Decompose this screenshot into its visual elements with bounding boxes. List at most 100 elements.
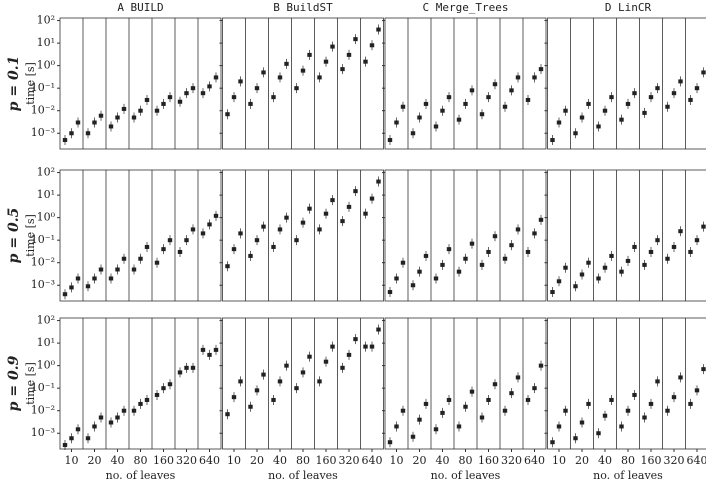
box (694, 86, 700, 91)
box (307, 354, 312, 359)
box (678, 229, 683, 234)
box (596, 431, 601, 436)
box (586, 101, 591, 106)
box (688, 249, 693, 254)
box (433, 276, 439, 281)
box (410, 131, 416, 136)
box (115, 267, 120, 272)
box (346, 52, 352, 57)
box (579, 272, 585, 277)
box (446, 247, 452, 252)
box (463, 256, 468, 261)
box (69, 436, 74, 441)
box (75, 120, 81, 125)
box (138, 108, 143, 113)
box (678, 79, 683, 84)
x-tick-label: 320 (176, 454, 197, 467)
box (323, 359, 329, 364)
box (340, 67, 345, 72)
box (417, 115, 422, 120)
box (184, 365, 189, 370)
box (387, 440, 393, 445)
panel-frame (222, 317, 384, 450)
box (515, 227, 521, 232)
x-axis-label: no. of leaves (593, 469, 663, 482)
box (161, 101, 166, 106)
panel-frame (222, 169, 384, 302)
x-axis-label: no. of leaves (268, 469, 338, 482)
box (394, 276, 399, 281)
box (144, 244, 150, 249)
y-tick-label: 10² (37, 14, 55, 27)
box (463, 404, 468, 409)
box (609, 397, 614, 402)
box (538, 217, 544, 222)
x-axis-label: no. of leaves (106, 469, 176, 482)
box (225, 112, 230, 117)
box (184, 238, 189, 243)
box (433, 427, 439, 432)
box (579, 115, 585, 120)
box (121, 106, 127, 111)
box (330, 198, 335, 203)
box (556, 424, 562, 429)
x-tick-label: 40 (273, 454, 287, 467)
panel-frame (547, 169, 706, 302)
box (225, 412, 230, 417)
box (213, 75, 219, 80)
x-tick-label: 40 (436, 454, 450, 467)
box (532, 386, 537, 391)
box (376, 27, 381, 32)
box (619, 117, 624, 122)
x-tick-label: 80 (459, 454, 473, 467)
box (602, 265, 608, 270)
box (479, 112, 485, 117)
box (456, 117, 462, 122)
box (323, 59, 329, 64)
box (177, 99, 183, 104)
box (688, 97, 693, 102)
box (550, 290, 555, 295)
box (75, 427, 81, 432)
box (92, 424, 97, 429)
box (655, 379, 660, 384)
box (271, 95, 276, 100)
box (340, 219, 345, 224)
box (121, 408, 127, 413)
box (648, 401, 654, 406)
box (271, 244, 276, 249)
box (353, 337, 358, 342)
x-tick-label: 10 (227, 454, 241, 467)
panel-frame (384, 317, 547, 450)
box (632, 244, 637, 249)
y-axis-label: time [s] (24, 362, 37, 405)
box (376, 179, 381, 184)
box (492, 382, 498, 387)
box (154, 392, 160, 397)
box (573, 436, 578, 441)
y-axis-label: time [s] (24, 62, 37, 105)
box (271, 397, 276, 402)
y-tick-label: 10¹ (37, 336, 55, 349)
box (167, 382, 173, 387)
box (632, 392, 637, 397)
y-tick-label: 10⁰ (37, 211, 56, 224)
box (277, 379, 283, 384)
box (363, 344, 368, 349)
box (400, 408, 406, 413)
box (300, 370, 306, 375)
box (200, 91, 206, 96)
box (665, 104, 670, 109)
box (400, 260, 406, 265)
box (694, 388, 700, 393)
box (469, 241, 475, 246)
box (625, 258, 631, 263)
box (85, 284, 91, 289)
x-tick-label: 160 (316, 454, 337, 467)
box (317, 379, 322, 384)
box (238, 79, 243, 84)
box (463, 101, 468, 106)
y-tick-label: 10⁻¹ (31, 233, 55, 246)
x-tick-label: 320 (664, 454, 685, 467)
